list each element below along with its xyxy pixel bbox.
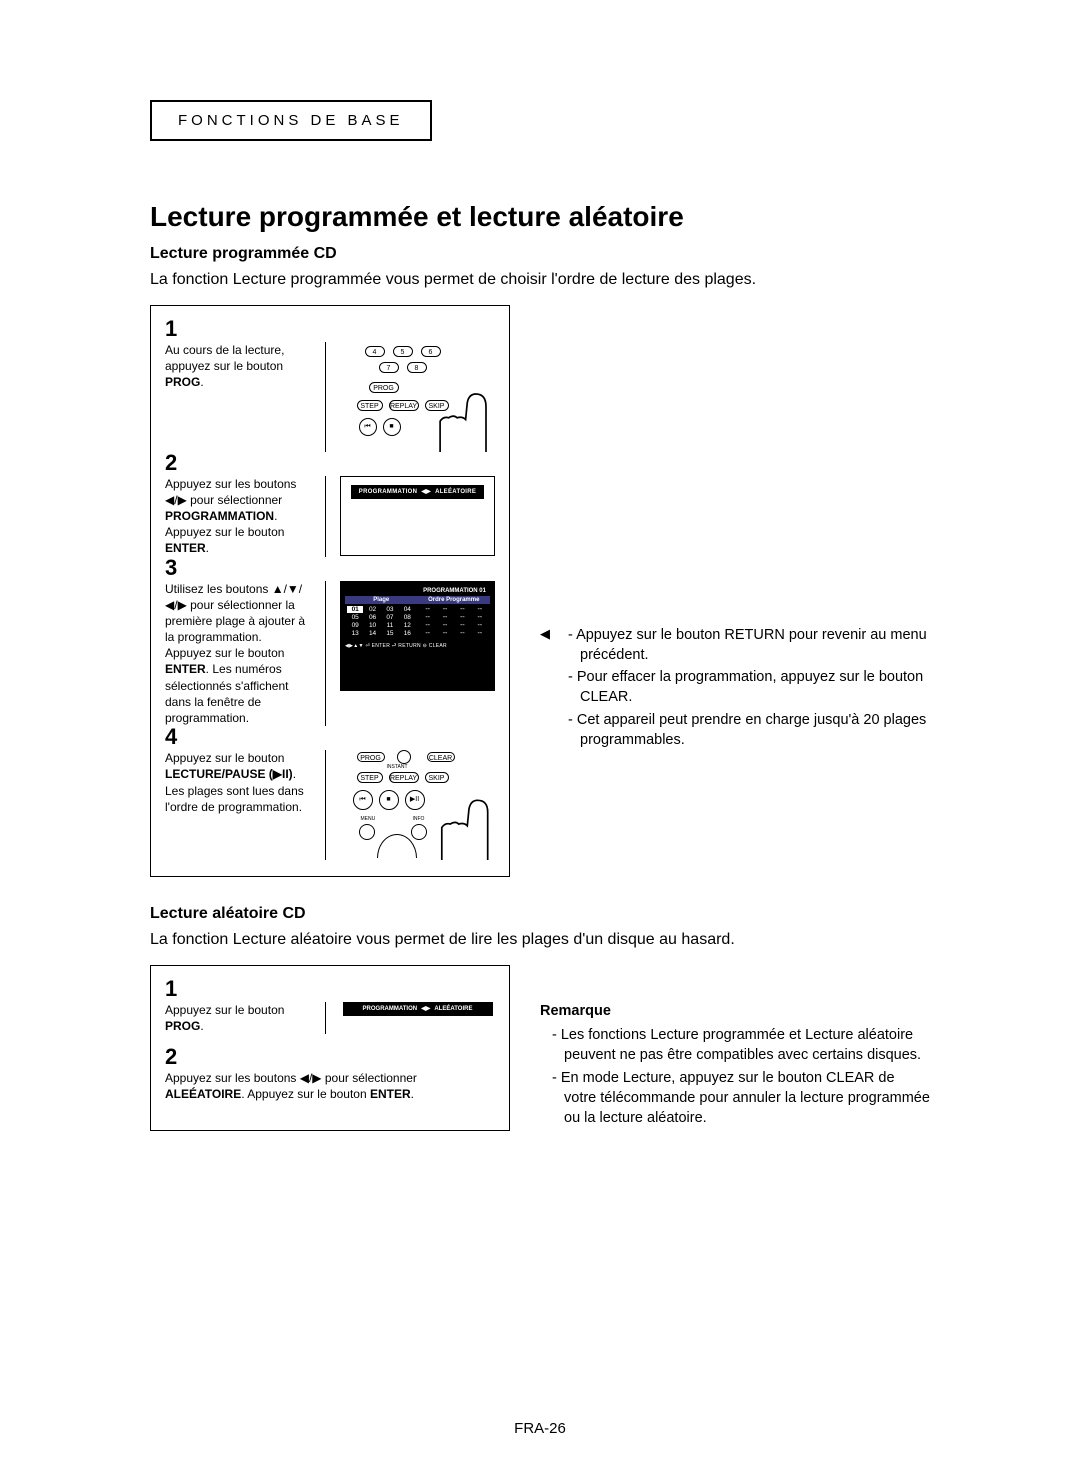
random-remarks: Remarque Les fonctions Lecture programmé… (540, 965, 930, 1131)
triangle-icon: ◀ (540, 625, 550, 753)
step-text: Appuyez sur le bouton PROG. (165, 1002, 311, 1034)
random-step-1: 1 Appuyez sur le bouton PROG. PROGRAMMAT… (165, 978, 495, 1034)
track-grid: 01 02 03 04 05 06 07 08 09 10 (345, 604, 418, 639)
step-text: Appuyez sur les boutons ◀/▶ pour sélecti… (165, 1070, 495, 1102)
step-2: 2 Appuyez sur les boutons ◀/▶ pour sélec… (165, 452, 495, 557)
remote-illustration-1: 4 5 6 7 8 PROG STEP REPLAY SKIP ⏮ ■ (340, 342, 495, 452)
random-screen: PROGRAMMATION ◀▶ ALEÉATOIRE (340, 1002, 495, 1034)
step-3: 3 Utilisez les boutons ▲/▼/◀/▶ pour séle… (165, 557, 495, 727)
step-number: 1 (165, 978, 495, 1000)
section-badge: FONCTIONS DE BASE (150, 100, 432, 141)
step-number: 2 (165, 452, 495, 474)
step-text: Appuyez sur les boutons ◀/▶ pour sélecti… (165, 476, 311, 557)
step-number: 1 (165, 318, 495, 340)
remote-illustration-4: PROG CLEAR INSTANT STEP REPLAY SKIP ⏮ ■ … (340, 750, 495, 860)
note-item: Pour effacer la programmation, appuyez s… (568, 667, 930, 708)
divider (325, 581, 326, 727)
step-text: Au cours de la lecture, appuyez sur le b… (165, 342, 311, 452)
random-section: Lecture aléatoire CD La fonction Lecture… (150, 905, 930, 1130)
step-number: 4 (165, 726, 495, 748)
programmed-steps-box: 1 Au cours de la lecture, appuyez sur le… (150, 305, 510, 878)
remark-heading: Remarque (540, 1001, 930, 1021)
screen-illustration-2: PROGRAMMATION ◀▶ ALEÉATOIRE (340, 476, 495, 557)
step-text: Appuyez sur le bouton LECTURE/PAUSE (▶II… (165, 750, 311, 860)
step-number: 2 (165, 1046, 495, 1068)
intro-programmed: La fonction Lecture programmée vous perm… (150, 269, 930, 291)
step-text: Utilisez les boutons ▲/▼/◀/▶ pour sélect… (165, 581, 311, 727)
programmed-side-notes: ◀ Appuyez sur le bouton RETURN pour reve… (540, 305, 930, 878)
step-4: 4 Appuyez sur le bouton LECTURE/PAUSE (▶… (165, 726, 495, 860)
subtitle-programmed: Lecture programmée CD (150, 245, 930, 263)
divider (325, 342, 326, 452)
divider (325, 750, 326, 860)
intro-random: La fonction Lecture aléatoire vous perme… (150, 929, 930, 951)
hand-icon (418, 785, 493, 860)
divider (325, 1002, 326, 1034)
step-1: 1 Au cours de la lecture, appuyez sur le… (165, 318, 495, 452)
hand-icon (418, 377, 493, 452)
remark-item: En mode Lecture, appuyez sur le bouton C… (552, 1068, 930, 1129)
remark-item: Les fonctions Lecture programmée et Lect… (552, 1025, 930, 1066)
random-step-2: 2 Appuyez sur les boutons ◀/▶ pour sélec… (165, 1046, 495, 1102)
order-grid: -------- -------- -------- -------- (418, 604, 491, 639)
programmed-row: 1 Au cours de la lecture, appuyez sur le… (150, 305, 930, 878)
divider (325, 476, 326, 557)
random-steps-box: 1 Appuyez sur le bouton PROG. PROGRAMMAT… (150, 965, 510, 1131)
page-title: Lecture programmée et lecture aléatoire (150, 201, 930, 233)
page-number: FRA-26 (0, 1420, 1080, 1437)
note-item: Cet appareil peut prendre en charge jusq… (568, 710, 930, 751)
subtitle-random: Lecture aléatoire CD (150, 905, 930, 923)
screen-illustration-3: PROGRAMMATION 01 Plage 01 02 03 04 05 (340, 581, 495, 727)
note-item: Appuyez sur le bouton RETURN pour reveni… (568, 625, 930, 666)
step-number: 3 (165, 557, 495, 579)
